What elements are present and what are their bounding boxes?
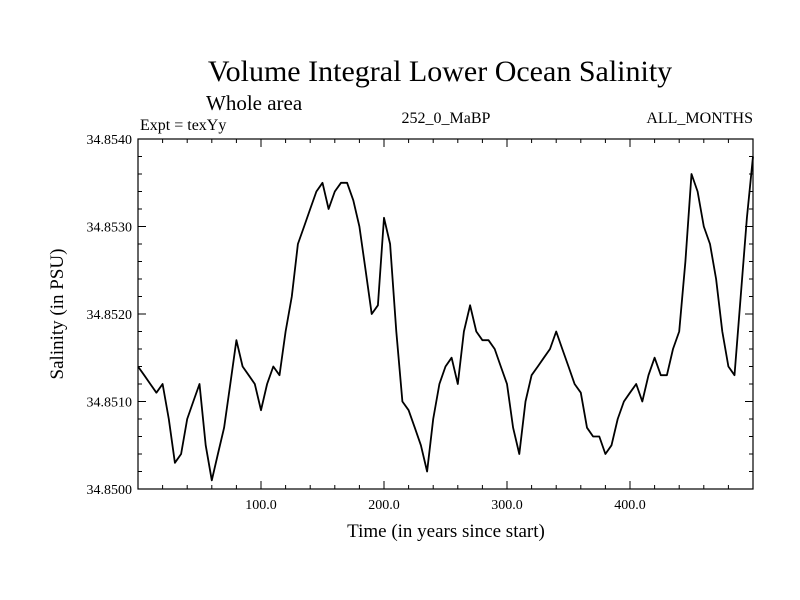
x-axis-label: Time (in years since start) bbox=[347, 521, 545, 542]
y-tick-label: 34.8530 bbox=[87, 221, 133, 236]
y-axis-ticks: 34.8500 34.8510 34.8520 34.8530 34.8540 bbox=[87, 133, 753, 498]
x-tick-label: 200.0 bbox=[368, 498, 400, 513]
months-label: ALL_MONTHS bbox=[646, 110, 753, 127]
chart-subtitle: Whole area bbox=[206, 91, 303, 115]
y-tick-label: 34.8510 bbox=[87, 396, 133, 411]
y-axis-label: Salinity (in PSU) bbox=[47, 249, 68, 380]
y-tick-label: 34.8520 bbox=[87, 308, 133, 323]
y-tick-label: 34.8500 bbox=[87, 483, 133, 498]
experiment-label: Expt = texYy bbox=[140, 117, 226, 134]
x-axis-ticks: 100.0 200.0 300.0 400.0 bbox=[162, 139, 729, 513]
run-label: 252_0_MaBP bbox=[402, 110, 491, 127]
plot-area: 34.8500 34.8510 34.8520 34.8530 34.8540 100.… bbox=[87, 133, 754, 513]
chart-title: Volume Integral Lower Ocean Salinity bbox=[208, 55, 672, 88]
plot-frame bbox=[137, 138, 754, 490]
x-tick-label: 300.0 bbox=[491, 498, 523, 513]
y-tick-label: 34.8540 bbox=[87, 133, 133, 148]
x-tick-label: 100.0 bbox=[245, 498, 277, 513]
series-line bbox=[137, 156, 754, 482]
x-tick-label: 400.0 bbox=[614, 498, 646, 513]
